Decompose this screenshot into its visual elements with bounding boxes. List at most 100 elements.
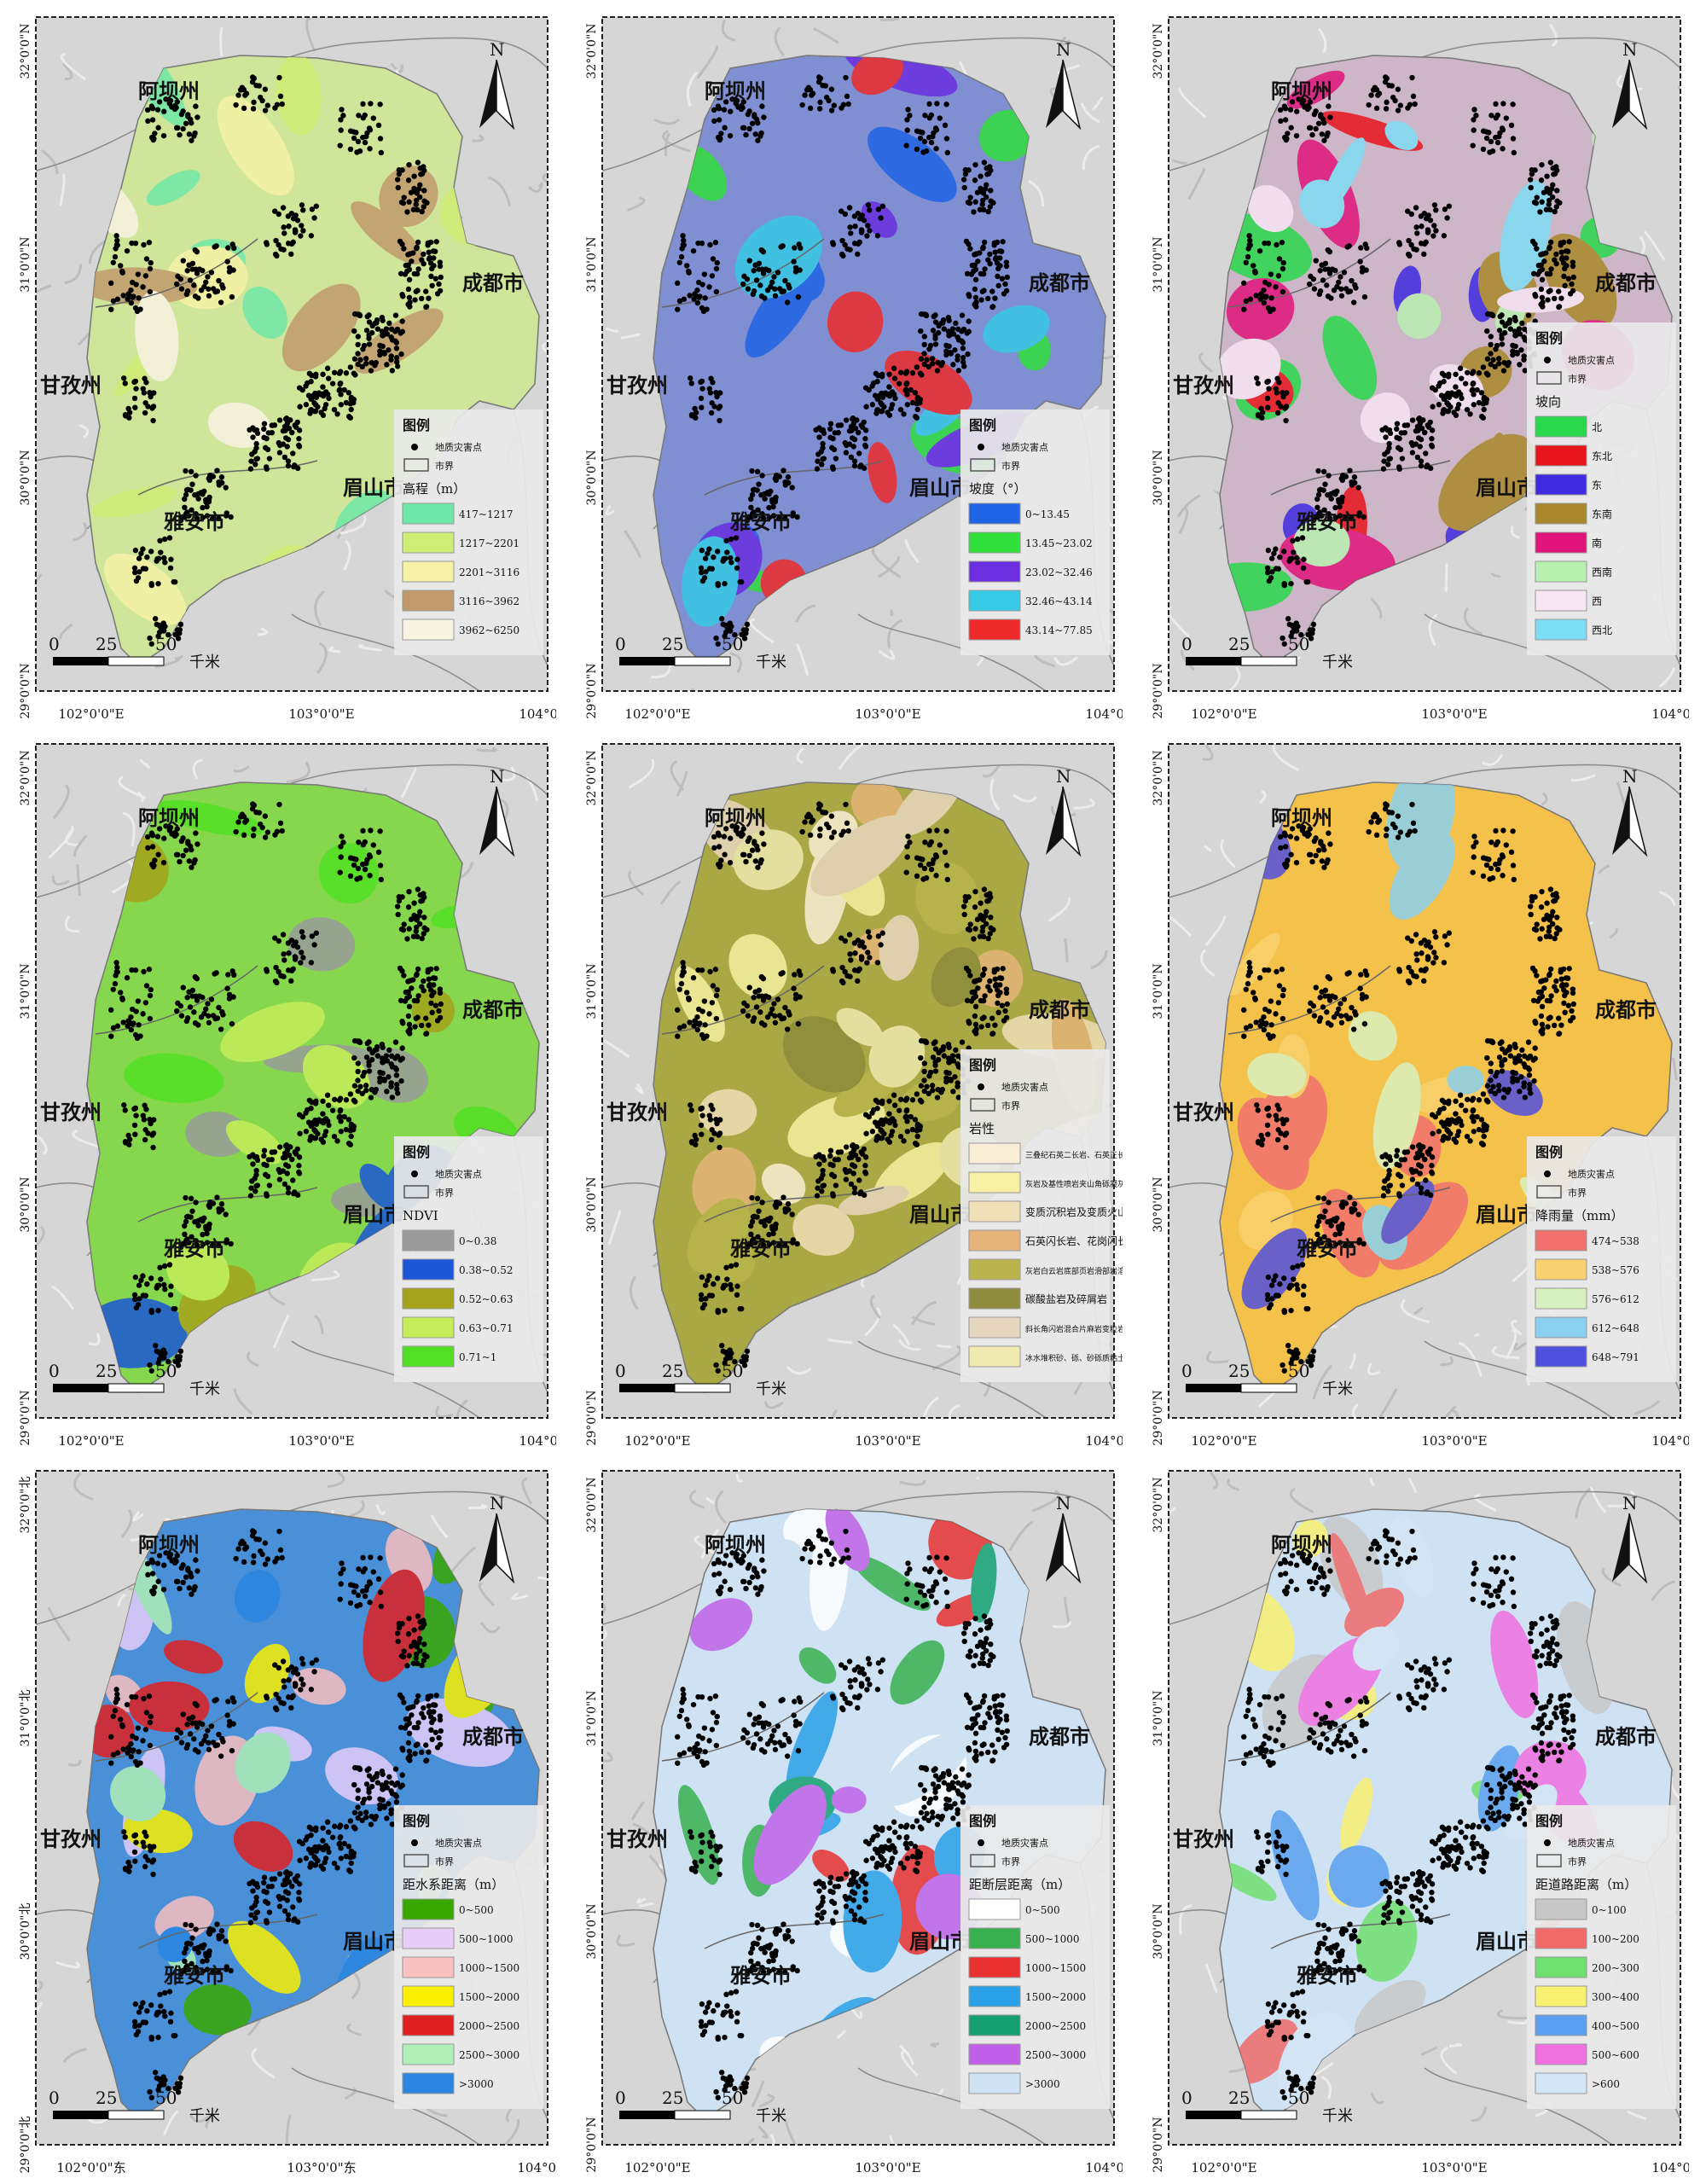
hazard-point: [721, 1282, 727, 1289]
hazard-point: [132, 2001, 139, 2007]
hazard-point: [425, 240, 432, 247]
class-patch: [838, 1185, 909, 1216]
city-label-yaan: 雅安市: [1297, 1237, 1358, 1261]
hazard-point: [1346, 970, 1352, 976]
hazard-point: [193, 1199, 199, 1205]
scale-label-25: 25: [662, 1361, 683, 1381]
hazard-point: [1564, 263, 1570, 269]
hazard-point: [334, 1865, 340, 1871]
hazard-point: [250, 1528, 256, 1534]
hazard-point: [1488, 1077, 1494, 1083]
legend-swatch: [402, 1985, 455, 2007]
hazard-point: [132, 569, 138, 576]
hazard-point: [138, 2004, 144, 2010]
hazard-point: [250, 801, 256, 807]
hazard-point: [988, 925, 994, 931]
hazard-point: [288, 1883, 295, 1890]
hazard-point: [183, 468, 189, 474]
hazard-point: [144, 554, 150, 561]
hazard-point: [401, 195, 407, 200]
hazard-point: [1271, 550, 1277, 556]
hazard-point: [184, 1015, 191, 1021]
hazard-point: [1409, 1144, 1416, 1150]
hazard-point: [1544, 997, 1551, 1004]
hazard-point: [917, 135, 924, 142]
hazard-point: [996, 975, 1003, 981]
hazard-point: [363, 1815, 369, 1821]
hazard-point: [760, 248, 767, 255]
hazard-point: [331, 1096, 338, 1102]
hazard-point: [392, 1039, 399, 1045]
hazard-point: [404, 209, 410, 215]
hazard-point: [1311, 1013, 1318, 1019]
hazard-point: [1521, 334, 1527, 340]
latitude-label: 30°0'0"N: [1152, 450, 1165, 505]
legend-class-label: 石英闪长岩、花岗闪长岩等: [1025, 1234, 1123, 1247]
hazard-point: [210, 515, 216, 522]
class-patch: [1320, 1188, 1380, 1278]
hazard-point: [404, 995, 410, 1002]
hazard-point: [272, 208, 278, 214]
hazard-point: [996, 248, 1003, 254]
hazard-point: [1328, 1022, 1334, 1028]
hazard-point: [1531, 1077, 1537, 1084]
hazard-point: [714, 393, 720, 400]
hazard-point: [848, 230, 854, 236]
hazard-point: [681, 1023, 688, 1029]
hazard-point: [1433, 207, 1439, 213]
hazard-point: [1553, 164, 1559, 170]
hazard-point: [1436, 1110, 1442, 1116]
hazard-point: [746, 835, 752, 841]
hazard-point: [904, 117, 910, 123]
hazard-point: [1384, 826, 1390, 833]
hazard-point: [888, 391, 895, 397]
hazard-point: [932, 332, 938, 339]
hazard-point: [201, 1215, 207, 1222]
hazard-point: [401, 1699, 407, 1705]
hazard-point: [156, 99, 163, 105]
hazard-point: [392, 1065, 398, 1072]
hazard-point: [300, 1682, 306, 1687]
hazard-point: [744, 1002, 751, 1009]
hazard-point: [844, 973, 850, 979]
hazard-point: [296, 1881, 303, 1887]
hazard-point: [426, 976, 432, 982]
hazard-point: [1299, 1262, 1306, 1268]
hazard-point: [149, 105, 156, 112]
hazard-point: [722, 125, 728, 131]
hazard-point: [1534, 195, 1540, 200]
hazard-point: [760, 270, 767, 276]
hazard-point: [1337, 1240, 1343, 1246]
hazard-point: [1268, 1282, 1275, 1288]
hazard-point: [718, 616, 725, 622]
hazard-point: [1480, 873, 1487, 880]
hazard-point: [1484, 356, 1491, 362]
hazard-point: [251, 1553, 257, 1560]
hazard-point: [1321, 1234, 1327, 1240]
legend-factor-title: 距水系距离（m）: [403, 1877, 504, 1892]
hazard-point: [1410, 1169, 1416, 1176]
hazard-point: [1459, 395, 1465, 402]
hazard-point: [1390, 821, 1396, 828]
hazard-point: [909, 1126, 916, 1133]
hazard-point: [140, 1738, 146, 1744]
hazard-point: [285, 436, 292, 443]
hazard-point: [1510, 863, 1517, 868]
hazard-point: [165, 2085, 171, 2092]
hazard-point: [855, 1156, 862, 1163]
hazard-point: [404, 1722, 410, 1728]
hazard-point: [195, 1022, 201, 1028]
hazard-point: [828, 86, 835, 92]
hazard-point: [135, 998, 142, 1004]
hazard-point: [395, 184, 401, 191]
hazard-point: [965, 926, 972, 932]
hazard-point: [714, 1120, 720, 1127]
hazard-point: [285, 1667, 292, 1673]
hazard-point: [1424, 463, 1430, 470]
legend-class-label: 648~791: [1592, 1351, 1639, 1363]
hazard-point: [1419, 224, 1425, 229]
hazard-point: [1522, 1095, 1529, 1101]
hazard-point: [395, 1090, 401, 1096]
hazard-point: [1382, 451, 1388, 457]
class-patch: [1486, 1070, 1543, 1117]
